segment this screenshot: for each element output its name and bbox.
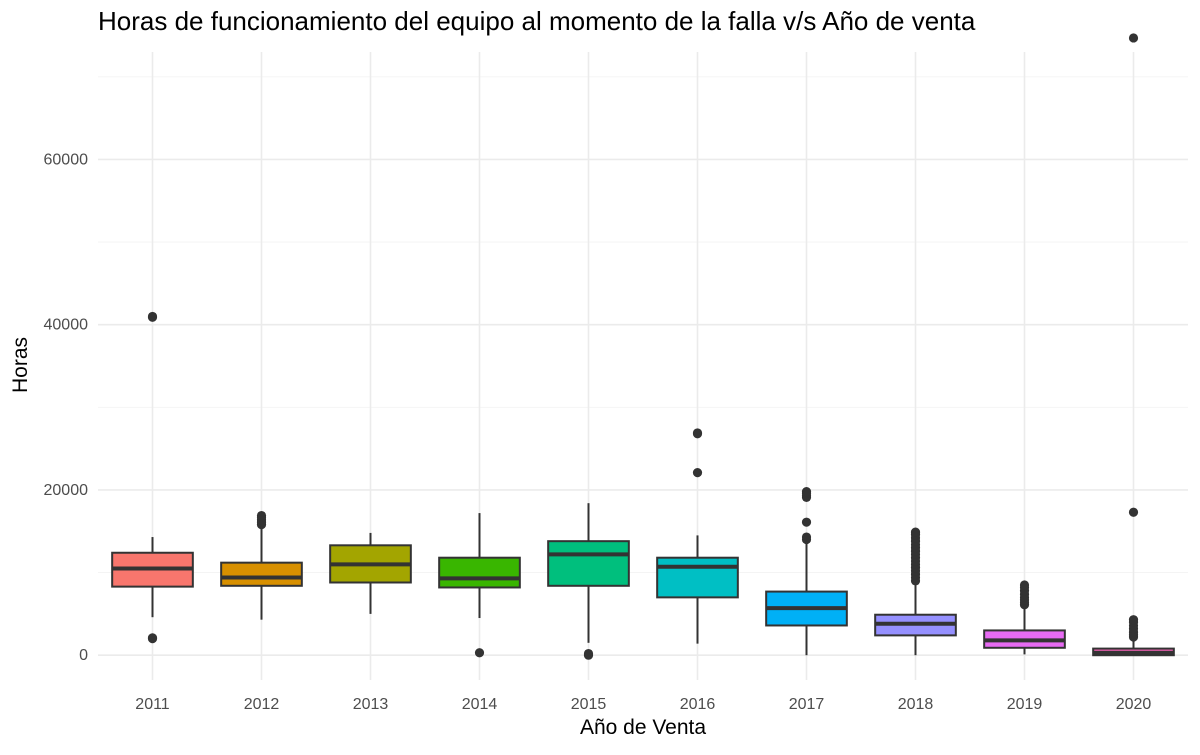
- x-tick-label: 2017: [789, 696, 825, 713]
- iqr-box: [220, 561, 303, 587]
- y-axis-ticks: 0 20000 40000 60000: [44, 151, 89, 664]
- x-tick-label: 2013: [353, 696, 389, 713]
- outlier-point: [583, 648, 594, 659]
- y-tick-label: 40000: [44, 317, 89, 334]
- x-tick-label: 2014: [462, 696, 498, 713]
- box-series: [111, 33, 1175, 660]
- outlier-point: [692, 428, 703, 438]
- outlier-point: [801, 532, 812, 542]
- box-2020: [1092, 33, 1175, 657]
- box-2013: [329, 532, 412, 614]
- outlier-point: [474, 648, 485, 658]
- x-tick-label: 2015: [571, 696, 607, 713]
- iqr-box: [656, 556, 739, 599]
- x-tick-label: 2019: [1007, 696, 1043, 713]
- y-tick-label: 60000: [44, 151, 89, 168]
- y-tick-label: 20000: [44, 482, 89, 499]
- outlier-point: [1128, 33, 1139, 43]
- outlier-point: [801, 517, 812, 527]
- outlier-point: [147, 311, 158, 322]
- outlier-point: [1128, 507, 1139, 517]
- x-axis-ticks: 2011 2012 2013 2014 2015 2016 2017 2018 2019 2020: [135, 696, 1151, 713]
- x-tick-label: 2018: [898, 696, 934, 713]
- outlier-point: [692, 467, 703, 478]
- x-tick-label: 2012: [244, 696, 280, 713]
- outlier-point: [1019, 580, 1030, 590]
- box-2011: [111, 311, 194, 644]
- box-2015: [547, 503, 630, 660]
- x-axis-title: Año de Venta: [580, 716, 706, 739]
- iqr-box: [438, 556, 521, 589]
- y-axis-title: Horas: [9, 337, 32, 393]
- outlier-point: [256, 510, 267, 521]
- outlier-point: [910, 527, 921, 537]
- outlier-point: [147, 633, 158, 643]
- x-tick-label: 2020: [1116, 696, 1152, 713]
- x-tick-label: 2016: [680, 696, 716, 713]
- box-2016: [656, 428, 739, 644]
- x-tick-label: 2011: [135, 696, 170, 713]
- box-2017: [765, 487, 848, 656]
- y-tick-label: 0: [79, 647, 88, 664]
- chart-title: Horas de funcionamiento del equipo al mo…: [98, 6, 976, 36]
- outlier-point: [801, 487, 812, 497]
- iqr-box: [547, 540, 630, 587]
- box-2012: [220, 510, 303, 620]
- box-2014: [438, 513, 521, 658]
- box-2019: [983, 580, 1066, 655]
- outlier-point: [1128, 615, 1139, 625]
- box-2018: [874, 527, 957, 656]
